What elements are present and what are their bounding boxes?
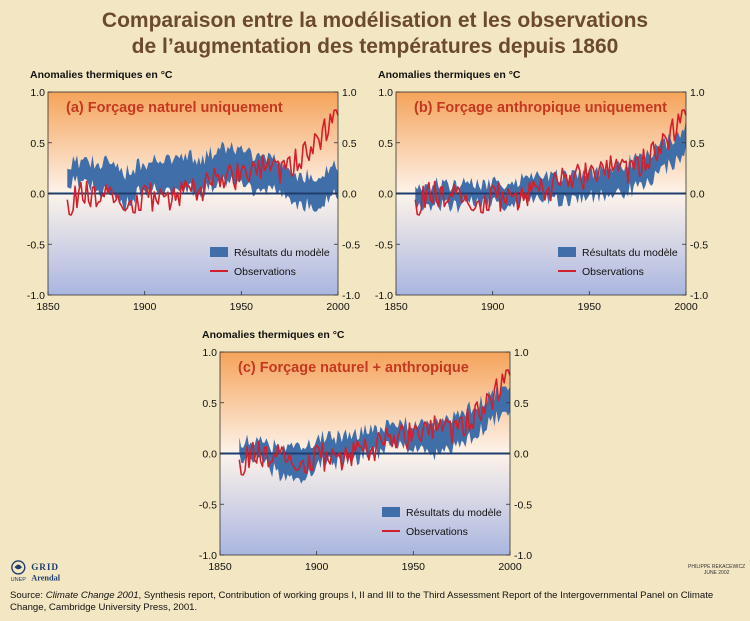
y-tick-label-left: 0.0 [202,449,217,461]
y-axis-title: Anomalies thermiques en °C [30,69,173,81]
legend-obs-label: Observations [406,526,468,538]
source-note: Source: Climate Change 2001, Synthesis r… [10,590,740,614]
credit-author: PHILIPPE REKACEWICZ [688,564,746,570]
chart-svg: Anomalies thermiques en °C 1.0 1.0 0.5 0.5 0.… [199,329,532,573]
y-tick-label-right: -1.0 [514,550,532,562]
x-tick-label: 1950 [402,561,426,573]
credit: PHILIPPE REKACEWICZ JUNE 2002 [688,564,745,576]
unep-emblem-leaf [14,564,22,570]
logo-grid-text: GRID [31,562,59,572]
panel-title: (c) Forçage naturel + anthropique [238,360,469,376]
x-tick-label: 2000 [674,301,698,313]
panel-a: Anomalies thermiques en °C 1.0 1.0 0.5 0.5 0.… [27,68,374,317]
source-prefix: Source: [10,590,46,601]
x-tick-label: 1900 [305,561,329,573]
y-tick-label-right: 1.0 [690,87,705,99]
chart-svg: Anomalies thermiques en °C 1.0 1.0 0.5 0.5 0.… [27,69,360,313]
y-tick-label-right: 0.5 [514,398,529,410]
y-tick-label-left: -0.5 [199,499,217,511]
x-tick-label: 2000 [498,561,522,573]
logo-arendal-text: Arendal [31,573,61,582]
chart-svg: Anomalies thermiques en °C 1.0 1.0 0.5 0.5 0.… [375,69,708,313]
observations-line [238,369,511,476]
x-tick-label: 1900 [481,301,505,313]
y-axis-title: Anomalies thermiques en °C [202,329,345,341]
observations-line [66,109,339,216]
y-tick-label-left: -0.5 [27,239,45,251]
unep-emblem-icon [11,560,26,575]
model-band [239,385,511,484]
model-band [67,141,339,213]
y-tick-label-right: 1.0 [342,87,357,99]
x-tick-label: 1950 [230,301,254,313]
y-tick-label-left: 1.0 [202,347,217,359]
legend-model-label: Résultats du modèle [582,247,678,259]
panel-c: Anomalies thermiques en °C 1.0 1.0 0.5 0.5 0.… [199,328,546,577]
y-tick-label-right: 0.0 [342,189,357,201]
y-tick-label-right: 0.0 [690,189,705,201]
y-tick-label-right: 0.0 [514,449,529,461]
x-tick-label: 1850 [36,301,60,313]
legend-model-swatch [210,247,228,257]
y-tick-label-left: 1.0 [30,87,45,99]
y-tick-label-right: -1.0 [690,290,708,302]
y-tick-label-left: -0.5 [375,239,393,251]
panel-title: (b) Forçage anthropique uniquement [414,100,667,116]
y-tick-label-right: 0.5 [342,138,357,150]
x-tick-label: 1900 [133,301,157,313]
y-tick-label-left: 0.0 [30,189,45,201]
y-tick-label-left: 0.5 [30,138,45,150]
y-tick-label-left: -1.0 [27,290,45,302]
title-line-2: de l’augmentation des températures depui… [131,35,619,58]
x-tick-label: 2000 [326,301,350,313]
title-line-1: Comparaison entre la modélisation et les… [101,9,649,32]
y-tick-label-right: -1.0 [342,290,360,302]
y-tick-label-right: 1.0 [514,347,529,359]
credit-date: JUNE 2002 [703,570,730,576]
y-tick-label-left: 0.5 [378,138,393,150]
y-tick-label-left: 0.0 [378,189,393,201]
observations-line [414,109,687,216]
y-tick-label-left: 1.0 [378,87,393,99]
model-band [415,119,686,214]
panel-b: Anomalies thermiques en °C 1.0 1.0 0.5 0.5 0.… [375,68,722,317]
chart-title: Comparaison entre la modélisation et les… [0,8,750,60]
source-rest: , Synthesis report, Contribution of work… [10,590,714,613]
unep-grid-logo: UNEP GRID Arendal [11,560,61,583]
legend-model-label: Résultats du modèle [234,247,330,259]
y-tick-label-right: -0.5 [342,239,360,251]
y-tick-label-left: -1.0 [375,290,393,302]
y-tick-label-left: 0.5 [202,398,217,410]
legend-model-swatch [382,507,400,517]
legend-model-label: Résultats du modèle [406,507,502,519]
x-tick-label: 1950 [578,301,602,313]
legend-obs-label: Observations [234,266,296,278]
x-tick-label: 1850 [208,561,232,573]
y-tick-label-right: 0.5 [690,138,705,150]
y-tick-label-right: -0.5 [690,239,708,251]
legend-obs-label: Observations [582,266,644,278]
y-axis-title: Anomalies thermiques en °C [378,69,521,81]
source-italic: Climate Change 2001 [45,590,139,601]
y-tick-label-left: -1.0 [199,550,217,562]
y-tick-label-right: -0.5 [514,499,532,511]
panel-title: (a) Forçage naturel uniquement [66,100,283,116]
logo-unep-text: UNEP [11,577,27,583]
x-tick-label: 1850 [384,301,408,313]
legend-model-swatch [558,247,576,257]
